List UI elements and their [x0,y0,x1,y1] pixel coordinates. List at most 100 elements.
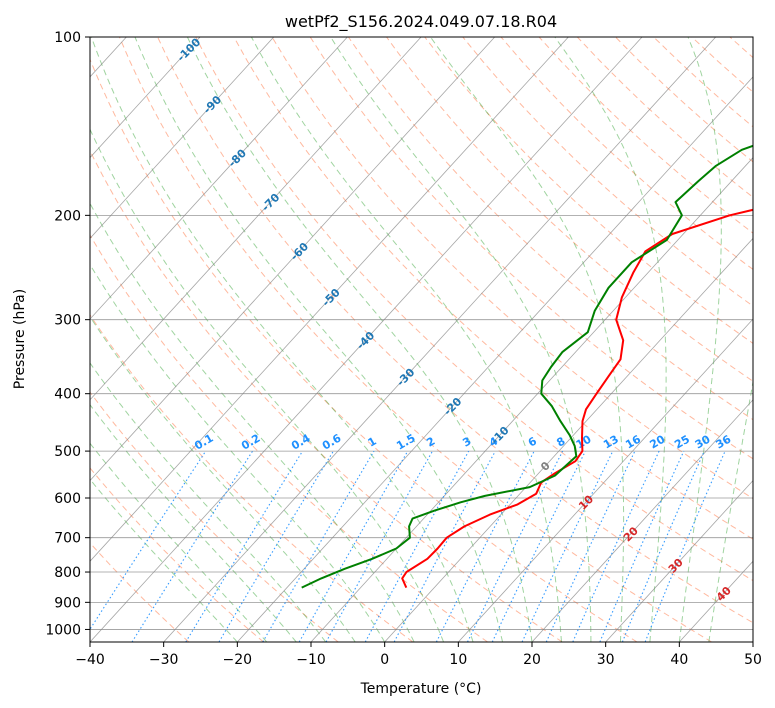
moist-adiabat [186,37,533,642]
mixing-ratio-label: 3 [460,435,473,450]
isotherm [90,37,496,482]
isotherm [752,641,753,642]
moist-adiabat [708,379,753,642]
plot-frame [89,36,754,643]
isotherm [90,37,569,562]
y-tick-label: 500 [54,444,81,460]
isotherm-label: -100 [175,35,204,64]
dry-adiabat [195,37,753,582]
mixing-ratio-label: 36 [713,432,733,451]
y-tick-label: 200 [54,208,81,224]
x-tick-label: 20 [523,652,541,668]
mixing-ratio-line [599,450,685,642]
dry-adiabat [576,37,753,198]
moist-adiabat [330,37,592,642]
dry-adiabat [768,37,775,642]
dry-adiabat [653,37,753,128]
isotherm [531,399,753,642]
dry-adiabat [90,313,414,642]
isotherm [90,37,201,159]
moist-adiabat [90,478,238,642]
dry-adiabat [615,37,753,163]
mixing-ratio-line [131,450,254,642]
mixing-ratio-line [393,450,496,642]
mixing-ratio-line [621,450,705,642]
dry-adiabat [729,37,753,59]
dry-adiabat [90,58,638,642]
y-axis-label: Pressure (hPa) [12,289,28,389]
moist-adiabat [134,37,503,642]
temperature-line [401,208,753,589]
mixing-ratio-line [218,450,334,642]
x-tick-label: −40 [75,652,105,668]
mixing-ratio-line [364,450,470,642]
mixing-ratio-label: 6 [526,434,539,449]
y-tick-label: 600 [54,491,81,507]
dry-adiabat [424,37,753,344]
mixing-ratio-label: 0.2 [239,432,262,453]
dry-adiabat [90,149,563,642]
moist-adiabat [90,315,356,642]
dry-adiabat [347,37,753,421]
y-tick-label: 400 [54,387,81,403]
moist-adiabat [250,37,562,642]
mixing-ratio-line [325,450,433,642]
dry-adiabat [118,37,712,642]
mixing-ratio-label: 25 [672,433,692,452]
dry-adiabat [90,467,264,642]
dry-adiabat [538,37,753,234]
chart-title: wetPf2_S156.2024.049.07.18.R04 [285,12,557,32]
mixing-ratio-line [644,450,726,642]
dry-adiabat [90,542,190,642]
moist-adiabat [90,128,445,642]
y-tick-label: 100 [54,30,81,46]
x-tick-label: 50 [744,652,762,668]
moist-adiabat [678,37,722,642]
y-tick-label: 1000 [45,622,81,638]
isotherm [90,37,275,239]
isotherm [237,76,753,642]
mixing-ratio-label: 10 [574,432,594,451]
mixing-ratio-line [90,450,207,631]
mixing-ratio-label: 13 [601,433,621,452]
isotherm [163,37,717,642]
isotherm [458,318,753,642]
mixing-ratio-label: 2 [424,435,437,450]
x-tick-label: 30 [597,652,615,668]
dry-adiabat [386,37,753,382]
moist-adiabat [90,263,386,642]
mixing-ratio-line [545,450,636,642]
isotherm [90,37,422,401]
x-tick-label: −30 [149,652,179,668]
x-tick-label: 40 [670,652,688,668]
y-tick-label: 900 [54,595,81,611]
isotherm [605,479,753,642]
dry-adiabat [462,37,753,307]
isotherm [384,237,753,642]
dry-adiabat [157,37,753,624]
mixing-ratio-label: 1.5 [394,432,417,453]
moist-adiabat [90,403,297,642]
x-axis-label: Temperature (°C) [360,681,482,697]
x-tick-label: 0 [380,652,389,668]
moist-adiabat [430,37,625,642]
moist-adiabat [90,362,327,642]
mixing-ratio-label: 16 [623,432,643,451]
dry-adiabat [271,37,753,500]
isotherm [310,157,753,642]
isotherm [90,37,643,642]
x-tick-label: −20 [223,652,253,668]
dry-adiabat [90,391,339,642]
isotherm [90,37,348,320]
x-tick-label: −10 [296,652,326,668]
moist-adiabat [554,37,667,642]
profile-lines [301,144,753,589]
dry-adiabat [90,234,488,642]
moist-adiabat [90,37,474,642]
x-tick-label: 10 [449,652,467,668]
y-tick-label: 800 [54,565,81,581]
mixing-ratio-line [572,450,660,642]
